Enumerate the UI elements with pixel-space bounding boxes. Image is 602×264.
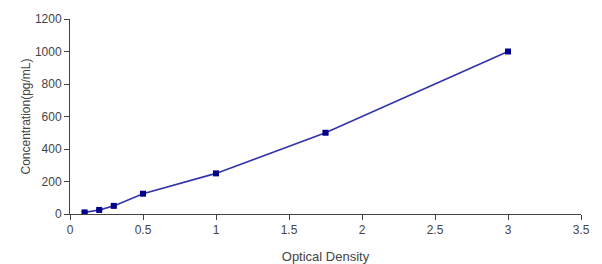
svg-text:3.5: 3.5 <box>573 223 590 237</box>
svg-text:800: 800 <box>42 77 62 91</box>
svg-text:1000: 1000 <box>35 45 62 59</box>
svg-text:0.5: 0.5 <box>135 223 152 237</box>
svg-text:0: 0 <box>67 223 74 237</box>
svg-text:2: 2 <box>359 223 366 237</box>
svg-text:1: 1 <box>213 223 220 237</box>
svg-text:200: 200 <box>42 175 62 189</box>
svg-text:3: 3 <box>505 223 512 237</box>
svg-text:2.5: 2.5 <box>427 223 444 237</box>
svg-text:400: 400 <box>42 142 62 156</box>
svg-text:Optical Density: Optical Density <box>282 249 370 264</box>
svg-text:1200: 1200 <box>35 12 62 26</box>
svg-text:0: 0 <box>55 207 62 221</box>
svg-text:Concentration(pg/mL): Concentration(pg/mL) <box>19 58 33 174</box>
svg-text:1.5: 1.5 <box>281 223 298 237</box>
svg-text:600: 600 <box>42 110 62 124</box>
